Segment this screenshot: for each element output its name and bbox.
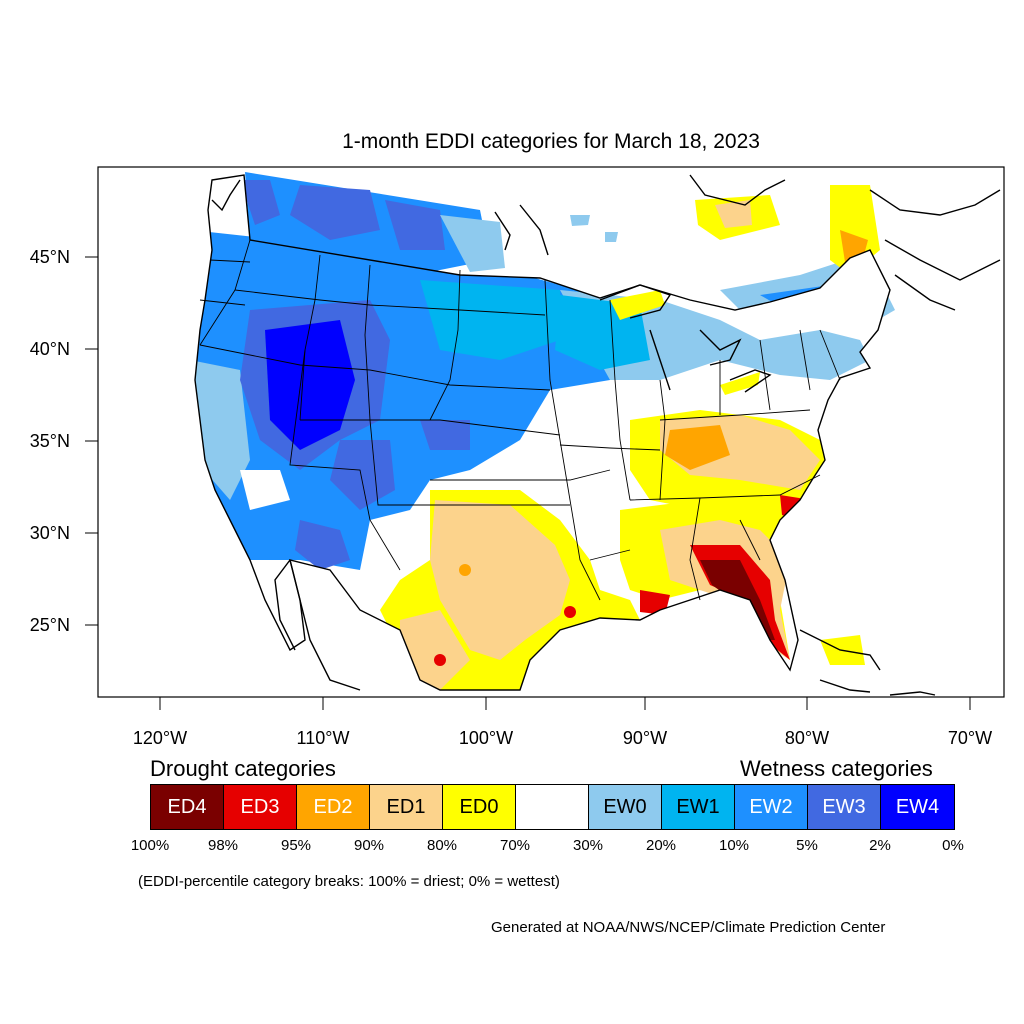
lat-label-45: 45°N	[30, 247, 70, 267]
category-legend-bar: ED4 ED3 ED2 ED1 ED0 EW0 EW1 EW2 EW3 EW4	[150, 784, 955, 830]
percentile-break-label: 70%	[499, 837, 531, 854]
lat-label-25: 25°N	[30, 615, 70, 635]
drought-categories-heading: Drought categories	[150, 756, 336, 781]
legend-cell-ew0: EW0	[589, 785, 662, 829]
percentile-break-label: 0%	[942, 837, 964, 854]
lat-label-35: 35°N	[30, 431, 70, 451]
legend-cell-ed2: ED2	[297, 785, 370, 829]
legend-cell-ew2: EW2	[735, 785, 808, 829]
lon-label-120: 120°W	[133, 728, 187, 748]
legend-cell-ew1: EW1	[662, 785, 735, 829]
lon-label-90: 90°W	[623, 728, 667, 748]
lon-label-80: 80°W	[785, 728, 829, 748]
lon-label-100: 100°W	[459, 728, 513, 748]
percentile-break-label: 95%	[280, 837, 312, 854]
legend-cell-neutral	[516, 785, 589, 829]
lat-label-30: 30°N	[30, 523, 70, 543]
legend-cell-ed3: ED3	[224, 785, 297, 829]
percentile-break-label: 30%	[572, 837, 604, 854]
credit-line: Generated at NOAA/NWS/NCEP/Climate Predi…	[491, 919, 886, 936]
percentile-break-label: 20%	[645, 837, 677, 854]
lat-label-40: 40°N	[30, 339, 70, 359]
lon-label-110: 110°W	[297, 728, 350, 748]
eddi-map: 45°N 40°N 35°N 30°N 25°N 120°W 110°W 100…	[30, 166, 1005, 748]
wetness-categories-heading: Wetness categories	[740, 756, 933, 781]
legend-cell-ew4: EW4	[881, 785, 954, 829]
upper-peninsula-patch	[610, 290, 665, 320]
percentile-break-label: 90%	[353, 837, 385, 854]
category-breaks-note: (EDDI-percentile category breaks: 100% =…	[138, 873, 560, 890]
legend-cell-ew3: EW3	[808, 785, 881, 829]
percentile-break-label: 100%	[130, 837, 170, 854]
legend-cell-ed1: ED1	[370, 785, 443, 829]
lake-erie-patch	[720, 372, 760, 395]
map-title: 1-month EDDI categories for March 18, 20…	[342, 130, 760, 153]
percentile-break-label: 10%	[718, 837, 750, 854]
percentile-break-label: 5%	[796, 837, 818, 854]
lon-label-70: 70°W	[948, 728, 992, 748]
coastlines	[211, 174, 1001, 696]
legend-cell-ed0: ED0	[443, 785, 516, 829]
legend-cell-ed4: ED4	[151, 785, 224, 829]
state-boundaries	[199, 239, 841, 601]
percentile-break-label: 80%	[426, 837, 458, 854]
axis-ticks	[85, 256, 971, 710]
percentile-break-label: 2%	[869, 837, 891, 854]
percentile-break-label: 98%	[207, 837, 239, 854]
